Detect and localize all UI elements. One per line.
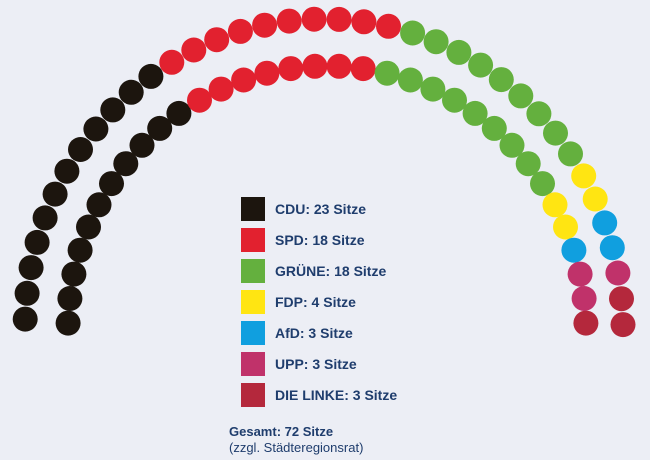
seat-upp <box>571 286 597 311</box>
seat-cdu <box>138 63 164 89</box>
legend-item-upp: UPP: 3 Sitze <box>241 351 397 377</box>
seat-cdu <box>61 261 87 287</box>
seat-cdu <box>42 181 68 207</box>
seat-cdu <box>24 229 50 255</box>
legend-label-gruene: GRÜNE: 18 Sitze <box>275 263 387 279</box>
seat-spd <box>278 56 304 82</box>
legend-swatch-upp <box>241 352 265 376</box>
legend-item-fdp: FDP: 4 Sitze <box>241 289 397 315</box>
legend-swatch-afd <box>241 321 265 345</box>
seat-fdp <box>542 192 568 218</box>
seat-die-linke <box>609 286 634 312</box>
legend-swatch-gruene <box>241 259 265 283</box>
seat-afd <box>599 235 625 261</box>
seat-spd <box>231 67 257 93</box>
seat-cdu <box>32 205 58 231</box>
seat-gruene <box>462 100 488 126</box>
seat-spd <box>227 18 253 44</box>
total-seats-note: (zzgl. Städteregionsrat) <box>229 440 364 455</box>
seat-gruene <box>508 83 534 109</box>
seat-upp <box>567 261 593 287</box>
seat-cdu <box>57 286 83 311</box>
seat-spd <box>204 27 230 53</box>
seat-gruene <box>481 115 507 141</box>
seat-gruene <box>400 20 426 46</box>
legend-label-fdp: FDP: 4 Sitze <box>275 294 356 310</box>
legend-item-spd: SPD: 18 Sitze <box>241 227 397 253</box>
seat-cdu <box>55 310 81 336</box>
seat-fdp <box>571 163 597 189</box>
seat-cdu <box>68 137 93 162</box>
legend-label-die-linke: DIE LINKE: 3 Sitze <box>275 387 398 403</box>
seat-cdu <box>147 115 173 141</box>
seat-cdu <box>113 151 139 177</box>
seat-spd <box>254 60 280 86</box>
legend-swatch-spd <box>241 228 265 252</box>
seat-gruene <box>515 151 541 177</box>
seat-cdu <box>54 158 80 184</box>
legend-item-cdu: CDU: 23 Sitze <box>241 196 397 222</box>
seat-cdu <box>118 79 144 105</box>
seat-gruene <box>442 87 467 113</box>
total-seats-label: Gesamt: 72 Sitze <box>229 424 334 439</box>
legend-label-afd: AfD: 3 Sitze <box>275 325 353 341</box>
total-seats: Gesamt: 72 Sitze (zzgl. Städteregionsrat… <box>229 424 363 456</box>
seat-die-linke <box>573 310 599 336</box>
seat-spd <box>187 87 212 113</box>
legend-swatch-fdp <box>241 290 265 314</box>
seat-gruene <box>558 141 583 167</box>
seat-upp <box>605 260 631 286</box>
seat-cdu <box>76 214 101 240</box>
seat-spd <box>302 53 328 79</box>
legend-label-spd: SPD: 18 Sitze <box>275 232 365 248</box>
seat-gruene <box>468 52 494 78</box>
legend-swatch-die-linke <box>241 383 265 407</box>
legend-item-die-linke: DIE LINKE: 3 Sitze <box>241 382 397 408</box>
seat-gruene <box>543 120 568 146</box>
legend-swatch-cdu <box>241 197 265 221</box>
seat-gruene <box>499 132 525 158</box>
legend-label-cdu: CDU: 23 Sitze <box>275 201 367 217</box>
legend-label-upp: UPP: 3 Sitze <box>275 356 357 372</box>
seat-cdu <box>18 255 44 281</box>
seat-cdu <box>100 97 126 123</box>
seat-spd <box>252 12 278 38</box>
seat-spd <box>350 56 376 82</box>
seat-fdp <box>582 186 608 212</box>
legend: CDU: 23 Sitze SPD: 18 Sitze GRÜNE: 18 Si… <box>241 196 397 413</box>
seat-gruene <box>526 101 552 127</box>
seat-gruene <box>530 171 555 197</box>
seat-gruene <box>420 76 446 102</box>
seat-fdp <box>553 214 578 240</box>
seat-afd <box>561 237 587 263</box>
seat-spd <box>376 13 401 39</box>
seat-spd <box>181 37 207 63</box>
seat-cdu <box>99 171 124 197</box>
legend-item-gruene: GRÜNE: 18 Sitze <box>241 258 397 284</box>
seat-spd <box>351 9 377 35</box>
seat-spd <box>326 6 352 32</box>
seat-die-linke <box>610 312 636 338</box>
seat-gruene <box>423 29 449 55</box>
seat-spd <box>208 76 234 102</box>
seat-spd <box>276 8 302 34</box>
seat-spd <box>159 49 185 75</box>
seat-gruene <box>446 39 472 65</box>
seat-gruene <box>488 67 514 93</box>
seat-cdu <box>86 192 112 218</box>
seat-cdu <box>12 306 38 332</box>
seat-cdu <box>14 280 40 306</box>
legend-item-afd: AfD: 3 Sitze <box>241 320 397 346</box>
seat-afd <box>592 210 618 236</box>
seat-cdu <box>83 116 109 142</box>
seat-spd <box>301 6 327 32</box>
seat-gruene <box>397 67 423 93</box>
seat-spd <box>326 53 352 79</box>
seat-cdu <box>67 237 93 263</box>
seat-gruene <box>374 60 400 86</box>
seat-cdu <box>166 100 192 126</box>
seat-cdu <box>129 132 155 158</box>
